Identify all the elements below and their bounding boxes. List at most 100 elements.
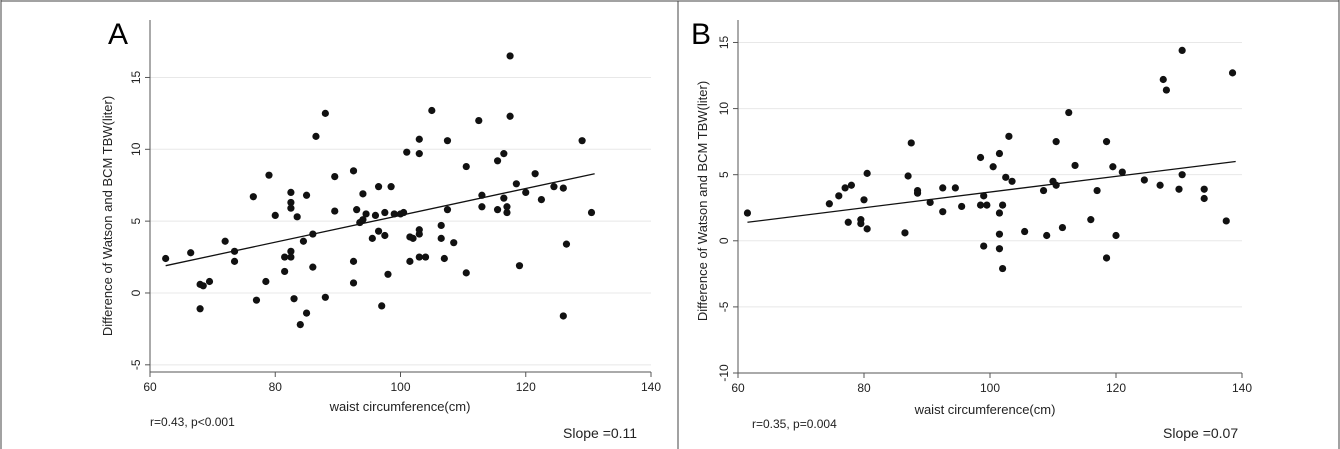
panel-a-data-point [331, 207, 339, 215]
panel-a-y-tick-label: 10 [129, 142, 143, 156]
panel-b-y-tick-label: -10 [717, 364, 731, 382]
panel-a-data-point [199, 282, 207, 290]
panel-a-data-point [312, 132, 320, 140]
panel-b-data-point [995, 149, 1004, 158]
panel-b-y-axis-label: Difference of Watson and BCM TBW(liter) [695, 81, 710, 321]
panel-b-data-point [841, 184, 849, 192]
panel-b-data-point [1178, 171, 1186, 179]
panel-b-x-tick-label: 120 [1106, 381, 1126, 395]
panel-a-data-point [440, 254, 448, 263]
panel-a-data-point [349, 257, 358, 265]
panel-b-data-point [863, 169, 871, 177]
panel-a-data-point [462, 162, 470, 171]
panel-b-data-point [860, 196, 868, 204]
panel-a-data-point [362, 210, 370, 218]
panel-a-data-point [562, 240, 571, 248]
panel-a-data-point [421, 253, 430, 261]
panel-a-data-point [387, 183, 395, 191]
panel-a-data-point [478, 191, 486, 199]
panel-b-data-point [995, 230, 1004, 238]
panel-b-data-point [1140, 176, 1148, 184]
panel-b-x-tick-label: 100 [980, 381, 1000, 395]
panel-a-data-point [359, 190, 367, 198]
panel-b-data-point [999, 264, 1007, 273]
panel-b-x-tick-label: 80 [857, 381, 871, 395]
panel-b-data-point [1102, 254, 1111, 262]
panel-a-data-point [374, 227, 383, 235]
panel-b-data-point [863, 225, 871, 233]
panel-b: B 60 80 100 120 140 -10 -5 0 5 10 15 waist circumf… [691, 18, 1252, 441]
panel-b-y-tick-label: -5 [717, 301, 731, 312]
panel-b-data-point [1102, 138, 1111, 146]
panel-a-data-point [493, 157, 502, 165]
panel-b-data-point [989, 163, 997, 171]
panel-a-x-axis-label: waist circumference(cm) [329, 399, 471, 414]
panel-b-letter: B [691, 18, 711, 51]
panel-b-data-point [1228, 69, 1237, 77]
panel-b-data-point [847, 181, 856, 189]
panel-a-data-point [331, 173, 339, 181]
panel-a-data-point [230, 257, 239, 265]
panel-a-data-point [500, 194, 508, 202]
panel-a-data-point [353, 206, 361, 214]
panel-a-data-point [415, 253, 423, 261]
panel-b-data-point [825, 200, 833, 208]
panel-a-y-tick-label: 0 [129, 289, 143, 296]
panel-a-data-point [187, 249, 195, 257]
panel-b-data-point [1162, 86, 1170, 94]
panel-b-slope-text: Slope =0.07 [1163, 425, 1238, 441]
panel-a-x-tick-label: 80 [269, 380, 283, 394]
panel-a-data-point [205, 277, 214, 286]
panel-b-data-point [1156, 181, 1164, 189]
panel-a-letter: A [108, 18, 128, 51]
panel-b-x-tick-label: 140 [1232, 381, 1252, 395]
panel-b-data-point [1021, 227, 1029, 236]
panel-a: A 60 80 100 120 140 -5 0 5 10 15 waist circumfere… [100, 18, 661, 441]
panel-a-data-point [287, 204, 295, 212]
panel-a-data-point [503, 203, 511, 211]
panel-a-x-tick-label: 60 [143, 380, 157, 394]
panel-a-data-point [271, 211, 279, 219]
panel-a-data-point [381, 231, 389, 240]
panel-b-data-point [1052, 181, 1060, 189]
panel-b-data-point [901, 229, 909, 237]
panel-a-data-point [287, 253, 295, 261]
panel-b-data-point [907, 139, 915, 147]
panel-a-data-point [252, 296, 261, 304]
panel-a-data-point [559, 312, 567, 320]
panel-b-data-point [999, 201, 1007, 209]
panel-a-data-point [475, 116, 483, 125]
panel-a-data-point [522, 188, 530, 197]
panel-b-ticks: 60 80 100 120 140 -10 -5 0 5 10 15 [717, 35, 1252, 395]
panel-a-data-point [371, 211, 380, 219]
panel-b-data-point [995, 245, 1004, 253]
panel-a-data-point [550, 183, 558, 191]
panel-b-data-point [913, 186, 922, 195]
panel-a-ticks: 60 80 100 120 140 -5 0 5 10 15 [129, 70, 661, 394]
panel-b-data-point [743, 209, 752, 217]
panel-a-data-point [443, 137, 452, 145]
panel-a-data-point [409, 234, 417, 242]
panel-b-data-point [1008, 177, 1016, 185]
panel-b-data-point [1159, 75, 1167, 84]
panel-b-data-point [1175, 185, 1183, 193]
panel-b-data-point [1065, 108, 1073, 117]
panel-b-data-point [1039, 186, 1048, 195]
panel-a-data-point [559, 184, 567, 192]
panel-b-data-point [976, 153, 985, 162]
panel-b-data-point [1118, 168, 1126, 176]
panel-b-correlation-text: r=0.35, p=0.004 [752, 417, 837, 431]
panel-b-y-tick-label: 5 [717, 171, 731, 178]
panel-a-data-point [415, 230, 423, 238]
panel-a-data-point [287, 247, 295, 255]
panel-b-data-point [1178, 46, 1186, 55]
panel-a-data-point [506, 52, 514, 60]
panel-a-data-point [515, 262, 524, 270]
panel-a-data-point [503, 208, 511, 217]
panel-a-x-tick-label: 140 [641, 380, 661, 394]
panel-a-y-axis-label: Difference of Watson and BCM TBW(liter) [100, 96, 115, 336]
panel-a-data-point [537, 195, 546, 204]
panel-b-data-point [857, 220, 865, 228]
panel-a-data-point [587, 208, 596, 217]
